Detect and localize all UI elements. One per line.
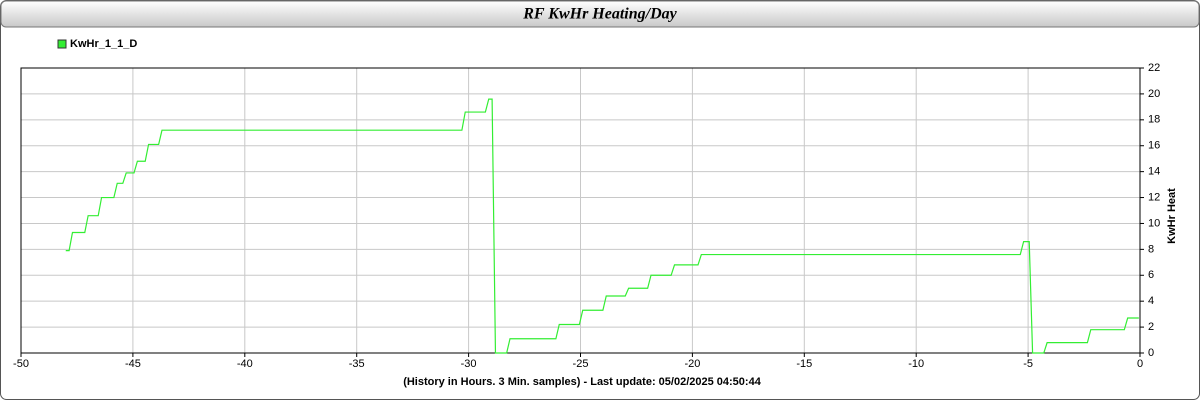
plot <box>65 98 1139 354</box>
grid <box>20 67 1144 357</box>
y-tick-label: 6 <box>1148 269 1154 281</box>
y-tick-label: 12 <box>1148 191 1160 203</box>
legend-swatch <box>57 39 67 49</box>
x-tick-label: -5 <box>1023 358 1033 370</box>
y-axis-label: KwHr Heat <box>1166 188 1178 244</box>
x-tick-label: 0 <box>1137 358 1143 370</box>
chart-title: RF KwHr Heating/Day <box>522 6 677 23</box>
y-tick-label: 4 <box>1148 295 1154 307</box>
y-tick-label: 16 <box>1148 140 1160 152</box>
title-bar <box>0 0 1200 28</box>
y-tick-label: 2 <box>1148 321 1154 333</box>
plot-border <box>20 67 1141 354</box>
x-tick-label: -25 <box>573 358 589 370</box>
x-tick-label: -50 <box>13 358 29 370</box>
y-tick-label: 22 <box>1148 62 1160 74</box>
x-tick-label: -30 <box>461 358 477 370</box>
x-tick-label: -15 <box>796 358 812 370</box>
x-tick-label: -45 <box>125 358 141 370</box>
x-tick-label: -20 <box>684 358 700 370</box>
y-tick-label: 0 <box>1148 347 1154 359</box>
y-tick-label: 8 <box>1148 243 1154 255</box>
x-axis-label: (History in Hours. 3 Min. samples) - Las… <box>403 376 762 388</box>
x-tick-label: -35 <box>349 358 365 370</box>
x-tick-label: -40 <box>237 358 253 370</box>
y-tick-label: 18 <box>1148 114 1160 126</box>
data-line <box>65 98 1139 354</box>
legend-label: KwHr_1_1_D <box>70 38 137 50</box>
y-tick-label: 20 <box>1148 88 1160 100</box>
y-tick-label: 14 <box>1148 166 1160 178</box>
x-tick-label: -10 <box>908 358 924 370</box>
y-tick-label: 10 <box>1148 217 1160 229</box>
